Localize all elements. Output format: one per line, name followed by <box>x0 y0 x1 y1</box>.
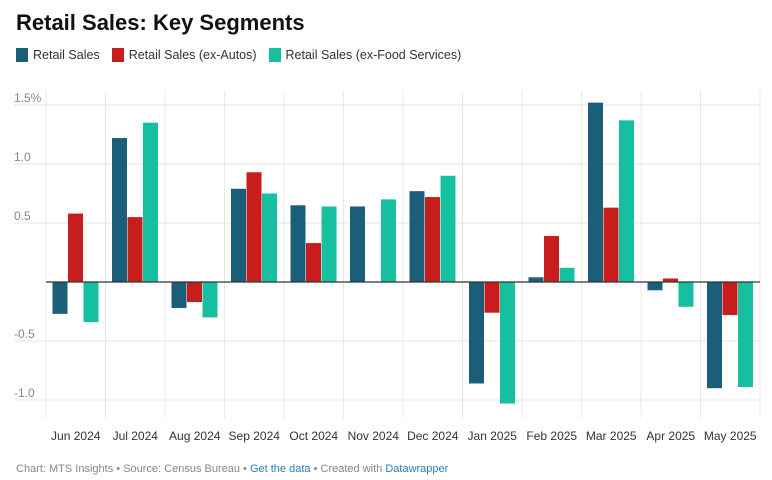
bar <box>306 243 321 282</box>
x-tick-label: Aug 2024 <box>169 429 221 443</box>
x-tick-label: Jan 2025 <box>468 429 518 443</box>
x-tick-label: Sep 2024 <box>229 429 281 443</box>
bar <box>588 102 603 282</box>
x-tick-label: Mar 2025 <box>586 429 637 443</box>
legend-swatch-retail-sales <box>16 48 28 62</box>
bar <box>603 207 619 282</box>
bar <box>52 282 68 314</box>
legend-item-retail-sales: Retail Sales <box>16 48 100 62</box>
footer-sep-3: • <box>313 463 318 475</box>
x-tick-label: Nov 2024 <box>348 429 400 443</box>
bar <box>202 282 218 318</box>
bar <box>246 172 262 282</box>
bar <box>321 206 337 282</box>
bar <box>663 278 678 282</box>
bar <box>290 205 306 282</box>
x-tick-label: Jun 2024 <box>51 429 101 443</box>
legend-label-retail-sales: Retail Sales <box>33 48 100 62</box>
y-tick-label: 1.5% <box>14 91 42 105</box>
x-tick-label: Dec 2024 <box>407 429 459 443</box>
bar <box>127 217 143 282</box>
legend-swatch-ex-autos <box>111 48 124 62</box>
bar <box>484 282 500 313</box>
bar <box>143 122 158 282</box>
legend-item-ex-autos: Retail Sales (ex-Autos) <box>111 48 257 62</box>
bar <box>619 120 634 282</box>
get-the-data-link[interactable]: Get the data <box>249 463 311 475</box>
legend-swatch-ex-food-services <box>268 48 281 62</box>
footer-created-with: Created with <box>320 463 383 475</box>
x-tick-label: May 2025 <box>704 429 757 443</box>
chart-title: Retail Sales: Key Segments <box>16 10 305 35</box>
y-tick-label: 1.0 <box>14 150 31 164</box>
bar <box>171 282 187 308</box>
bar <box>68 213 83 282</box>
x-tick-label: Jul 2024 <box>113 429 159 443</box>
bar <box>469 282 484 384</box>
bar <box>528 277 544 282</box>
footer-sep-2: • <box>243 463 247 475</box>
footer-sep-1: • <box>116 463 121 475</box>
bar <box>500 282 515 404</box>
y-tick-label: 0.5 <box>14 209 31 223</box>
x-tick-label: Feb 2025 <box>526 429 577 443</box>
y-tick-label: -0.5 <box>14 327 35 341</box>
bar <box>409 191 425 282</box>
bar <box>544 235 559 282</box>
bar <box>112 138 127 282</box>
legend: Retail Sales Retail Sales (ex-Autos) Ret… <box>16 48 461 62</box>
bar <box>231 188 246 282</box>
bar <box>262 193 277 282</box>
chart-footer: Chart: MTS Insights • Source: Census Bur… <box>16 463 448 475</box>
footer-source: Source: Census Bureau <box>123 463 240 475</box>
bar <box>440 175 456 282</box>
bar <box>187 282 202 303</box>
bar <box>738 282 753 388</box>
bar <box>350 206 365 282</box>
footer-chart-by: Chart: MTS Insights <box>16 463 114 475</box>
y-tick-label: -1.0 <box>14 386 35 400</box>
bar <box>678 282 694 307</box>
x-tick-label: Oct 2024 <box>289 429 338 443</box>
bar <box>425 197 440 282</box>
bar <box>707 282 722 389</box>
x-tick-label: Apr 2025 <box>646 429 695 443</box>
datawrapper-link[interactable]: Datawrapper <box>385 463 449 475</box>
bar <box>83 282 99 323</box>
legend-item-ex-food-services: Retail Sales (ex-Food Services) <box>268 48 462 62</box>
bar-chart: -1.0 -0.5 0.5 1.0 1.5% Jun 2024 Jul 2024 Aug 20… <box>14 91 761 443</box>
bar <box>722 282 738 316</box>
legend-label-ex-autos: Retail Sales (ex-Autos) <box>128 48 257 62</box>
legend-label-ex-food-services: Retail Sales (ex-Food Services) <box>285 48 462 62</box>
bar <box>381 199 396 282</box>
bar <box>559 267 575 282</box>
bar <box>647 282 663 291</box>
